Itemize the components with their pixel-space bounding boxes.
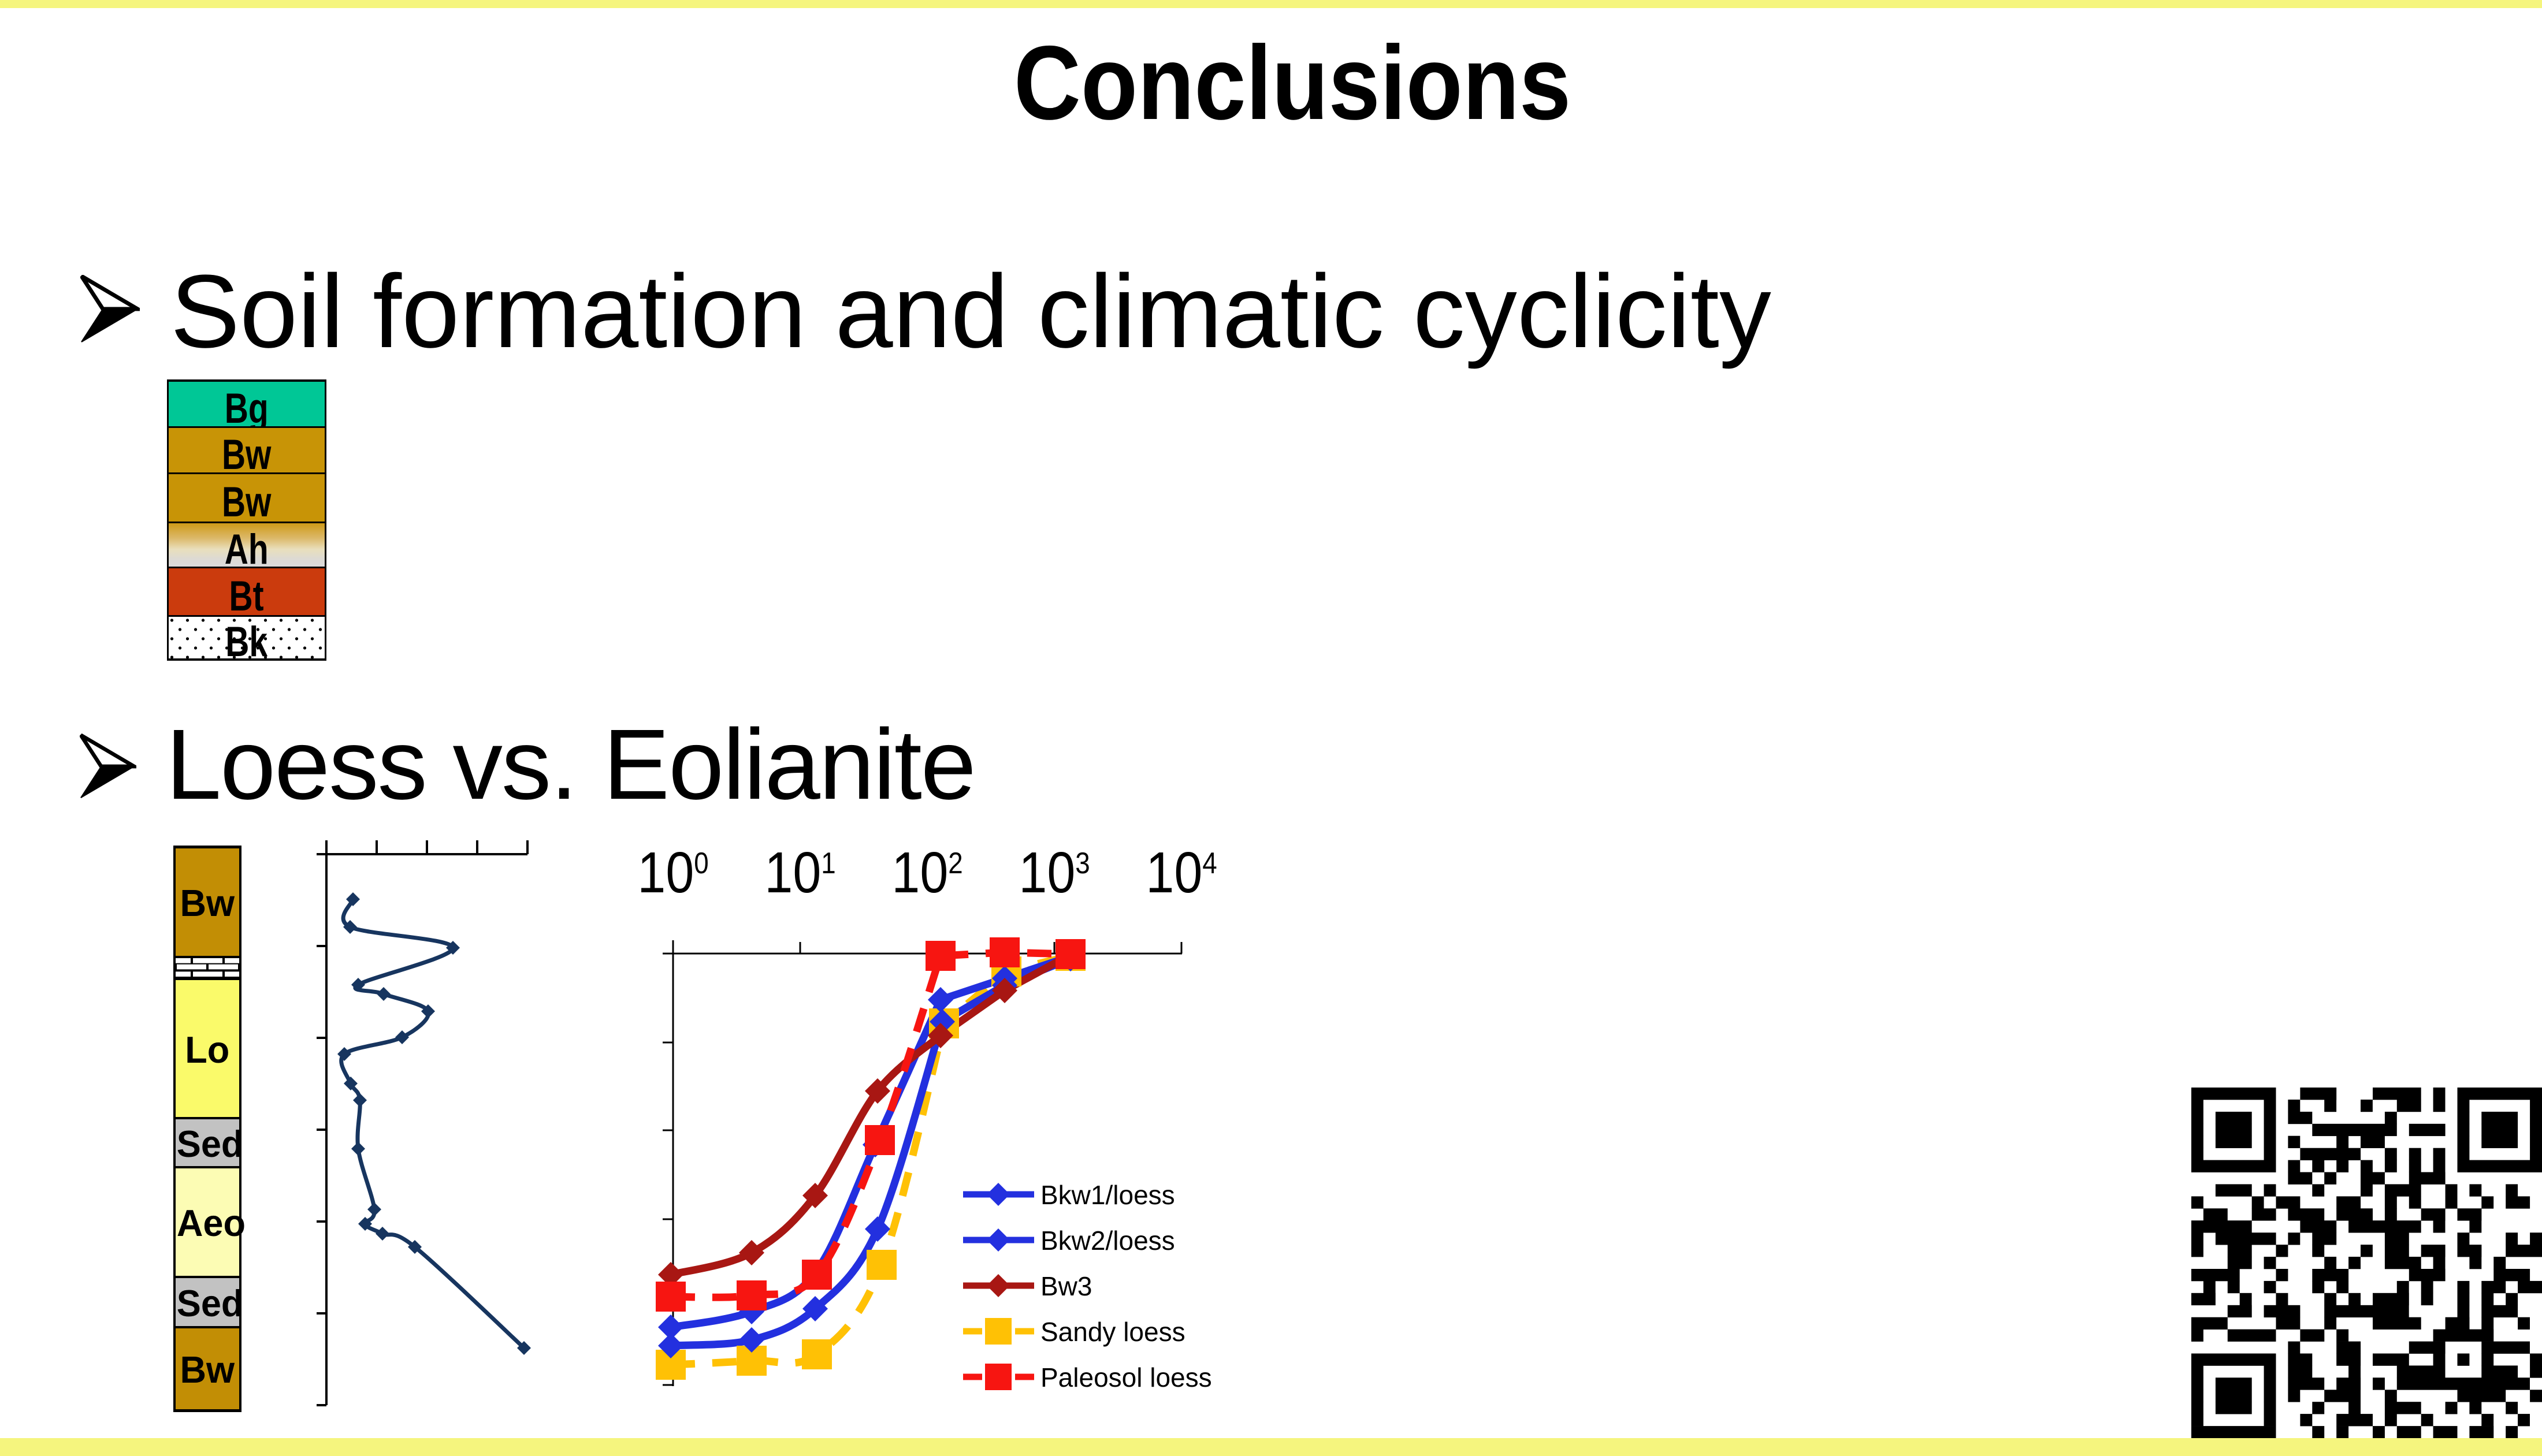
svg-text:Bw3: Bw3 — [1040, 1271, 1092, 1301]
svg-text:Sandy loess: Sandy loess — [1040, 1317, 1185, 1347]
svg-text:Bkw1/loess: Bkw1/loess — [1040, 1180, 1175, 1210]
svg-text:Bkw2/loess: Bkw2/loess — [1040, 1226, 1175, 1256]
svg-text:Paleosol loess: Paleosol loess — [1040, 1362, 1212, 1392]
